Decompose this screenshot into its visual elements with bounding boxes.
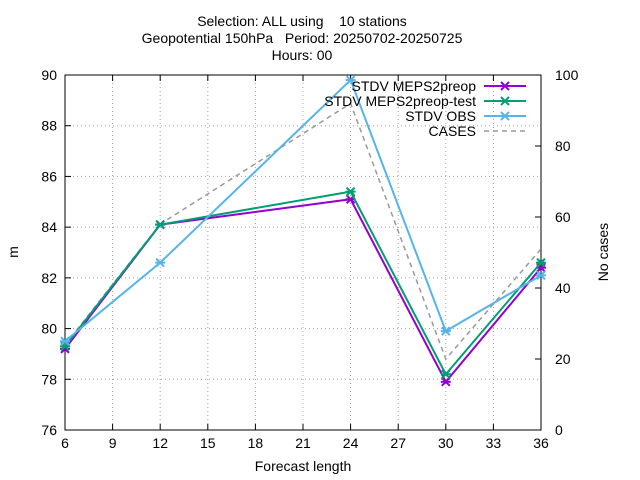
x-tick-label: 18 <box>248 435 264 451</box>
legend-label-cases: CASES <box>429 123 476 139</box>
y-tick-label: 90 <box>41 67 57 83</box>
series-layer <box>60 75 546 387</box>
x-tick-label: 15 <box>200 435 216 451</box>
y2-tick-label: 60 <box>555 209 571 225</box>
data-point-stdv-obs <box>440 326 451 336</box>
title-line: Hours: 00 <box>272 47 333 63</box>
legend-label-stdv-obs: STDV OBS <box>405 108 476 124</box>
legend-marker-stdv-meps2preop-test <box>500 96 510 106</box>
data-point-stdv-meps2preop-test <box>155 219 166 230</box>
data-point-stdv-obs <box>60 336 70 346</box>
legend-marker-stdv-obs <box>500 111 510 121</box>
y-tick-label: 86 <box>41 168 57 184</box>
y2-tick-label: 0 <box>555 422 563 438</box>
axis-ticks: 6 9 12 15 18 21 24 27 30 33 36 76 78 80 82 84 86 88 90 0 20 4… <box>41 67 578 451</box>
x-tick-label: 12 <box>152 435 168 451</box>
legend-label-stdv-meps2preop: STDV MEPS2preop <box>352 78 477 94</box>
y-tick-label: 76 <box>41 422 57 438</box>
data-point-stdv-meps2preop-test <box>345 186 356 197</box>
y2-tick-label: 40 <box>555 280 571 296</box>
legend-label-stdv-meps2preop-test: STDV MEPS2preop-test <box>324 93 476 109</box>
y2-axis-label: No cases <box>595 223 611 281</box>
x-axis-label: Forecast length <box>255 458 352 474</box>
series-line-stdv-meps2preop <box>64 198 542 384</box>
x-tick-label: 27 <box>390 435 406 451</box>
data-point-stdv-meps2preop-test <box>440 369 451 379</box>
title-line: Selection: ALL using 10 stations <box>197 13 407 29</box>
y-tick-label: 80 <box>41 321 57 337</box>
data-point-stdv-obs <box>155 257 166 268</box>
x-tick-label: 24 <box>343 435 359 451</box>
x-tick-label: 36 <box>533 435 549 451</box>
x-tick-label: 9 <box>109 435 117 451</box>
data-point-stdv-meps2preop-test <box>536 257 546 268</box>
x-tick-label: 21 <box>295 435 311 451</box>
data-point-stdv-obs <box>536 270 546 281</box>
y-tick-label: 84 <box>41 219 57 235</box>
y-tick-label: 88 <box>41 118 57 134</box>
legend-marker-stdv-meps2preop <box>500 81 510 91</box>
y-tick-label: 82 <box>41 270 57 286</box>
data-point-stdv-obs <box>345 75 356 85</box>
y-axis-label: m <box>5 246 21 258</box>
data-point-stdv-meps2preop <box>440 377 451 387</box>
y2-tick-label: 100 <box>555 67 579 83</box>
x-tick-label: 33 <box>486 435 502 451</box>
y2-tick-label: 20 <box>555 351 571 367</box>
chart-title: Selection: ALL using 10 stationsGeopoten… <box>142 13 463 63</box>
x-tick-label: 30 <box>438 435 454 451</box>
title-line: Geopotential 150hPa Period: 20250702-202… <box>142 30 463 46</box>
y2-tick-label: 80 <box>555 138 571 154</box>
grid <box>65 75 541 430</box>
x-tick-label: 6 <box>61 435 69 451</box>
y-tick-label: 78 <box>41 371 57 387</box>
